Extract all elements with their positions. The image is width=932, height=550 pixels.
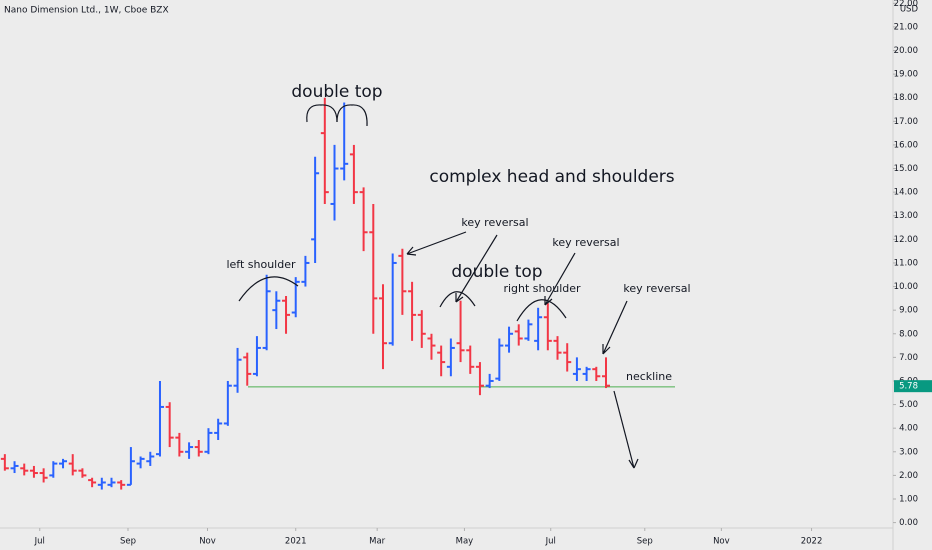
annotation: right shoulder <box>503 282 581 295</box>
y-tick-label: 15.00 <box>894 164 918 174</box>
arrow <box>544 252 576 306</box>
y-tick-label: 22.00 <box>894 0 918 9</box>
x-tick-label: 2021 <box>285 537 307 547</box>
y-tick-label: 4.00 <box>899 424 918 434</box>
chart-title: Nano Dimension Ltd., 1W, Cboe BZX <box>4 6 169 16</box>
arc <box>516 299 567 322</box>
currency: USD <box>900 5 919 15</box>
y-tick-label: 16.00 <box>894 140 918 150</box>
arc <box>439 291 476 308</box>
x-tick-label: Nov <box>199 537 216 547</box>
y-tick-label: 13.00 <box>894 211 918 221</box>
x-tick-label: 2022 <box>801 537 823 547</box>
x-tick-label: Jul <box>34 537 45 547</box>
annotation: key reversal <box>623 282 690 295</box>
y-tick-label: 3.00 <box>899 447 918 457</box>
y-tick-label: 9.00 <box>899 306 918 316</box>
x-tick-label: Mar <box>369 537 386 547</box>
arrow <box>455 234 498 303</box>
y-tick-label: 14.00 <box>894 188 918 198</box>
y-tick-label: 20.00 <box>894 46 918 56</box>
y-tick-label: 12.00 <box>894 235 918 245</box>
x-tick-label: Sep <box>120 537 136 547</box>
y-tick-label: 10.00 <box>894 282 918 292</box>
last-price-box <box>894 380 932 393</box>
y-tick-label: 2.00 <box>899 471 918 481</box>
arc <box>238 276 299 302</box>
arc <box>336 104 368 127</box>
annotation: key reversal <box>552 236 619 249</box>
y-tick-label: 11.00 <box>894 258 918 268</box>
arc <box>306 104 338 123</box>
y-tick-label: 5.00 <box>899 400 918 410</box>
y-tick-label: 8.00 <box>899 329 918 339</box>
y-tick-label: 18.00 <box>894 93 918 103</box>
y-tick-label: 19.00 <box>894 70 918 80</box>
annotation: double top <box>451 262 542 282</box>
annotation: double top <box>291 82 382 102</box>
arrow <box>602 300 628 355</box>
x-tick-label: Sep <box>637 537 653 547</box>
y-tick-label: 21.00 <box>894 22 918 32</box>
y-tick-label: 0.00 <box>899 518 918 528</box>
arrow <box>613 390 639 469</box>
y-tick-label: 7.00 <box>899 353 918 363</box>
last-price-label: 5.78 <box>899 382 918 392</box>
x-tick-label: May <box>456 537 474 547</box>
annotation: complex head and shoulders <box>429 167 674 187</box>
arrow <box>406 231 467 256</box>
y-tick-label: 1.00 <box>899 494 918 504</box>
x-tick-label: Nov <box>713 537 730 547</box>
annotation: key reversal <box>461 216 528 229</box>
drawings <box>238 104 639 469</box>
y-tick-label: 17.00 <box>894 117 918 127</box>
annotation: left shoulder <box>226 258 296 271</box>
x-tick-label: Jul <box>545 537 556 547</box>
neckline-label: neckline <box>626 370 672 383</box>
